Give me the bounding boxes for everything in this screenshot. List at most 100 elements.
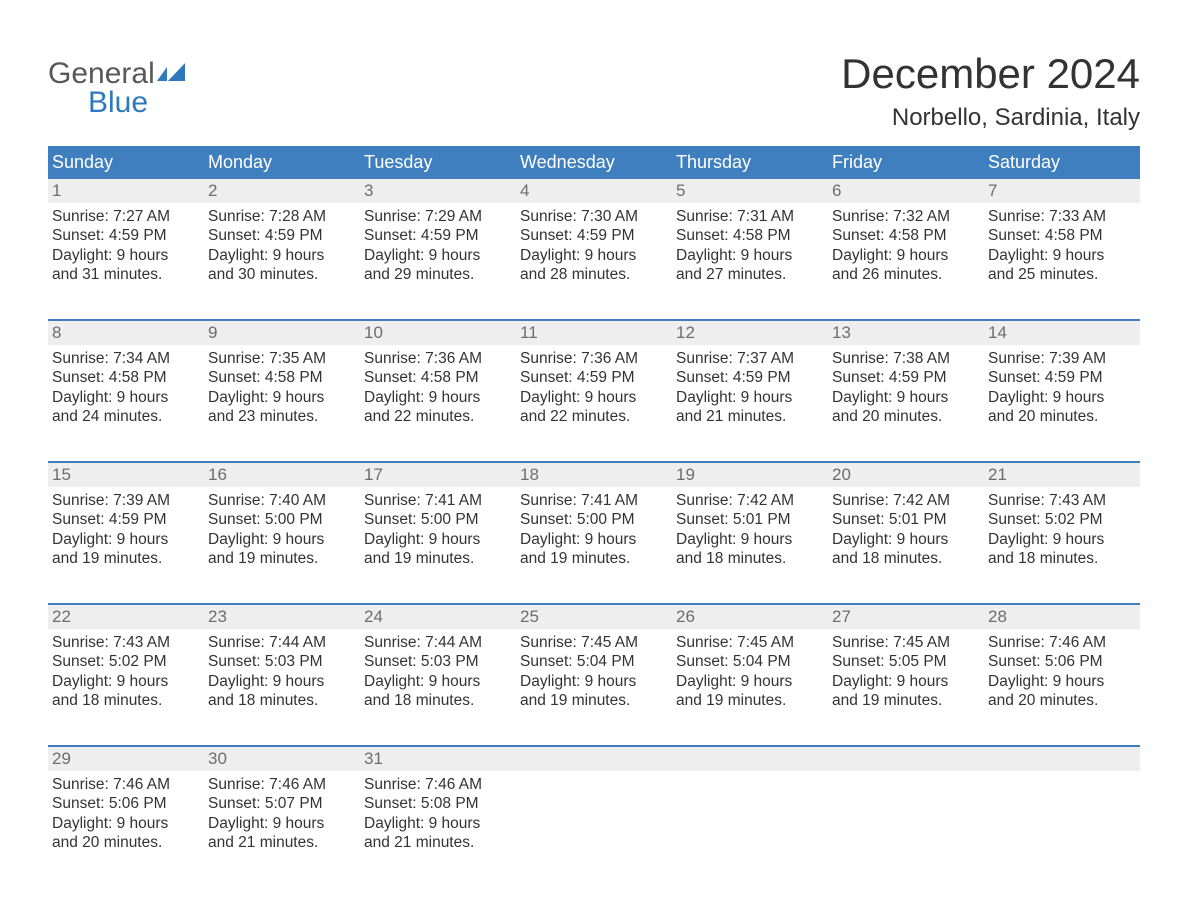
sunrise-text: Sunrise: 7:29 AM: [364, 207, 512, 226]
day-number: 30: [204, 747, 360, 771]
sunset-text: Sunset: 4:59 PM: [676, 368, 824, 387]
day-number: 20: [828, 463, 984, 487]
daylight-text-line1: Daylight: 9 hours: [988, 246, 1136, 265]
day-cell: 8Sunrise: 7:34 AMSunset: 4:58 PMDaylight…: [48, 321, 204, 441]
sunrise-text: Sunrise: 7:46 AM: [208, 775, 356, 794]
sunset-text: Sunset: 4:59 PM: [52, 510, 200, 529]
day-details: Sunrise: 7:44 AMSunset: 5:03 PMDaylight:…: [360, 629, 516, 711]
daylight-text-line1: Daylight: 9 hours: [832, 530, 980, 549]
day-details: Sunrise: 7:46 AMSunset: 5:06 PMDaylight:…: [48, 771, 204, 853]
sunrise-text: Sunrise: 7:27 AM: [52, 207, 200, 226]
sunset-text: Sunset: 5:07 PM: [208, 794, 356, 813]
sunrise-text: Sunrise: 7:41 AM: [520, 491, 668, 510]
week-row: 29Sunrise: 7:46 AMSunset: 5:06 PMDayligh…: [48, 745, 1140, 867]
daylight-text-line2: and 20 minutes.: [988, 691, 1136, 710]
sunrise-text: Sunrise: 7:42 AM: [832, 491, 980, 510]
day-cell: 13Sunrise: 7:38 AMSunset: 4:59 PMDayligh…: [828, 321, 984, 441]
daylight-text-line2: and 29 minutes.: [364, 265, 512, 284]
day-number: 22: [48, 605, 204, 629]
sunrise-text: Sunrise: 7:46 AM: [52, 775, 200, 794]
day-number: [672, 747, 828, 771]
sunset-text: Sunset: 5:06 PM: [52, 794, 200, 813]
sunrise-text: Sunrise: 7:38 AM: [832, 349, 980, 368]
sunrise-text: Sunrise: 7:45 AM: [832, 633, 980, 652]
day-details: Sunrise: 7:34 AMSunset: 4:58 PMDaylight:…: [48, 345, 204, 427]
day-cell: 21Sunrise: 7:43 AMSunset: 5:02 PMDayligh…: [984, 463, 1140, 583]
daylight-text-line2: and 20 minutes.: [832, 407, 980, 426]
sunset-text: Sunset: 5:03 PM: [208, 652, 356, 671]
week-row: 1Sunrise: 7:27 AMSunset: 4:59 PMDaylight…: [48, 179, 1140, 299]
daylight-text-line1: Daylight: 9 hours: [364, 672, 512, 691]
daylight-text-line2: and 19 minutes.: [832, 691, 980, 710]
day-details: Sunrise: 7:38 AMSunset: 4:59 PMDaylight:…: [828, 345, 984, 427]
day-number: 5: [672, 179, 828, 203]
sunrise-text: Sunrise: 7:43 AM: [52, 633, 200, 652]
day-number: 9: [204, 321, 360, 345]
daylight-text-line1: Daylight: 9 hours: [364, 388, 512, 407]
day-cell: 9Sunrise: 7:35 AMSunset: 4:58 PMDaylight…: [204, 321, 360, 441]
daylight-text-line2: and 18 minutes.: [364, 691, 512, 710]
day-details: Sunrise: 7:37 AMSunset: 4:59 PMDaylight:…: [672, 345, 828, 427]
weekday-header: Sunday: [48, 146, 204, 179]
daylight-text-line2: and 31 minutes.: [52, 265, 200, 284]
daylight-text-line1: Daylight: 9 hours: [364, 814, 512, 833]
day-cell: 23Sunrise: 7:44 AMSunset: 5:03 PMDayligh…: [204, 605, 360, 725]
sunrise-text: Sunrise: 7:45 AM: [676, 633, 824, 652]
daylight-text-line2: and 30 minutes.: [208, 265, 356, 284]
daylight-text-line1: Daylight: 9 hours: [520, 672, 668, 691]
day-number: 8: [48, 321, 204, 345]
day-number: [984, 747, 1140, 771]
daylight-text-line2: and 21 minutes.: [364, 833, 512, 852]
weekday-header: Wednesday: [516, 146, 672, 179]
day-number: 26: [672, 605, 828, 629]
day-number: 18: [516, 463, 672, 487]
sunrise-text: Sunrise: 7:44 AM: [208, 633, 356, 652]
daylight-text-line1: Daylight: 9 hours: [988, 672, 1136, 691]
sunset-text: Sunset: 5:03 PM: [364, 652, 512, 671]
daylight-text-line2: and 22 minutes.: [520, 407, 668, 426]
daylight-text-line1: Daylight: 9 hours: [52, 246, 200, 265]
sunset-text: Sunset: 4:58 PM: [676, 226, 824, 245]
sunset-text: Sunset: 4:58 PM: [52, 368, 200, 387]
sunset-text: Sunset: 4:58 PM: [832, 226, 980, 245]
daylight-text-line2: and 19 minutes.: [364, 549, 512, 568]
day-details: Sunrise: 7:45 AMSunset: 5:04 PMDaylight:…: [672, 629, 828, 711]
daylight-text-line1: Daylight: 9 hours: [208, 388, 356, 407]
daylight-text-line1: Daylight: 9 hours: [520, 246, 668, 265]
week-row: 8Sunrise: 7:34 AMSunset: 4:58 PMDaylight…: [48, 319, 1140, 441]
day-details: Sunrise: 7:44 AMSunset: 5:03 PMDaylight:…: [204, 629, 360, 711]
day-details: Sunrise: 7:28 AMSunset: 4:59 PMDaylight:…: [204, 203, 360, 285]
day-number: 3: [360, 179, 516, 203]
day-cell: 12Sunrise: 7:37 AMSunset: 4:59 PMDayligh…: [672, 321, 828, 441]
sunrise-text: Sunrise: 7:37 AM: [676, 349, 824, 368]
day-number: [828, 747, 984, 771]
weekday-header: Saturday: [984, 146, 1140, 179]
daylight-text-line2: and 23 minutes.: [208, 407, 356, 426]
sunrise-text: Sunrise: 7:43 AM: [988, 491, 1136, 510]
daylight-text-line1: Daylight: 9 hours: [832, 672, 980, 691]
sunrise-text: Sunrise: 7:42 AM: [676, 491, 824, 510]
daylight-text-line1: Daylight: 9 hours: [676, 388, 824, 407]
day-cell: 10Sunrise: 7:36 AMSunset: 4:58 PMDayligh…: [360, 321, 516, 441]
sunrise-text: Sunrise: 7:36 AM: [364, 349, 512, 368]
sunrise-text: Sunrise: 7:31 AM: [676, 207, 824, 226]
daylight-text-line1: Daylight: 9 hours: [52, 388, 200, 407]
day-cell: 24Sunrise: 7:44 AMSunset: 5:03 PMDayligh…: [360, 605, 516, 725]
daylight-text-line1: Daylight: 9 hours: [208, 814, 356, 833]
sunrise-text: Sunrise: 7:40 AM: [208, 491, 356, 510]
logo-word-blue: Blue: [48, 89, 187, 118]
daylight-text-line2: and 21 minutes.: [676, 407, 824, 426]
day-cell: 31Sunrise: 7:46 AMSunset: 5:08 PMDayligh…: [360, 747, 516, 867]
day-cell: [828, 747, 984, 867]
day-number: 6: [828, 179, 984, 203]
daylight-text-line2: and 19 minutes.: [676, 691, 824, 710]
daylight-text-line1: Daylight: 9 hours: [676, 530, 824, 549]
day-cell: [672, 747, 828, 867]
day-cell: 28Sunrise: 7:46 AMSunset: 5:06 PMDayligh…: [984, 605, 1140, 725]
day-cell: [984, 747, 1140, 867]
day-details: Sunrise: 7:39 AMSunset: 4:59 PMDaylight:…: [48, 487, 204, 569]
title-block: December 2024 Norbello, Sardinia, Italy: [841, 20, 1140, 132]
sunset-text: Sunset: 5:01 PM: [832, 510, 980, 529]
daylight-text-line1: Daylight: 9 hours: [208, 672, 356, 691]
day-number: 21: [984, 463, 1140, 487]
